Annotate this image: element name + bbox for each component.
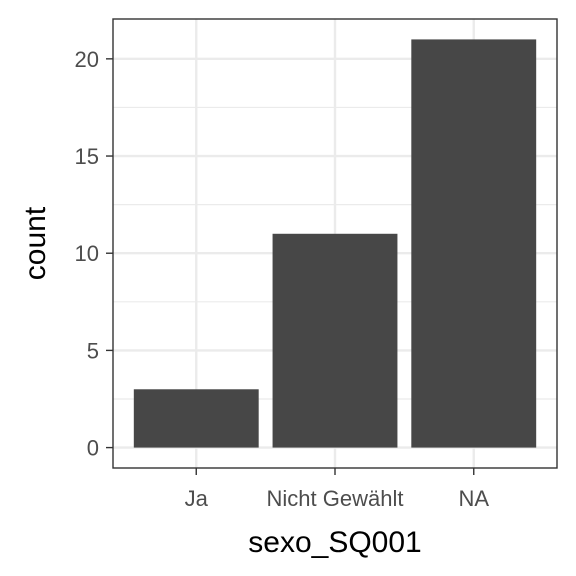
y-tick-label: 20	[75, 47, 99, 72]
y-tick-label: 15	[75, 144, 99, 169]
x-axis-title: sexo_SQ001	[248, 526, 421, 559]
y-tick-label: 10	[75, 241, 99, 266]
x-tick-label: Ja	[185, 486, 209, 511]
bars	[133, 39, 537, 448]
x-tick-label: Nicht Gewählt	[267, 486, 404, 511]
x-axis: Ja Nicht Gewählt NA	[185, 468, 489, 511]
x-tick-label: NA	[458, 486, 489, 511]
y-tick-label: 5	[87, 338, 99, 363]
y-axis: 0 5 10 15 20	[75, 47, 113, 461]
bar	[411, 39, 537, 448]
bar	[272, 233, 398, 448]
y-axis-title: count	[19, 206, 52, 280]
bar	[133, 389, 259, 448]
y-tick-label: 0	[87, 436, 99, 461]
